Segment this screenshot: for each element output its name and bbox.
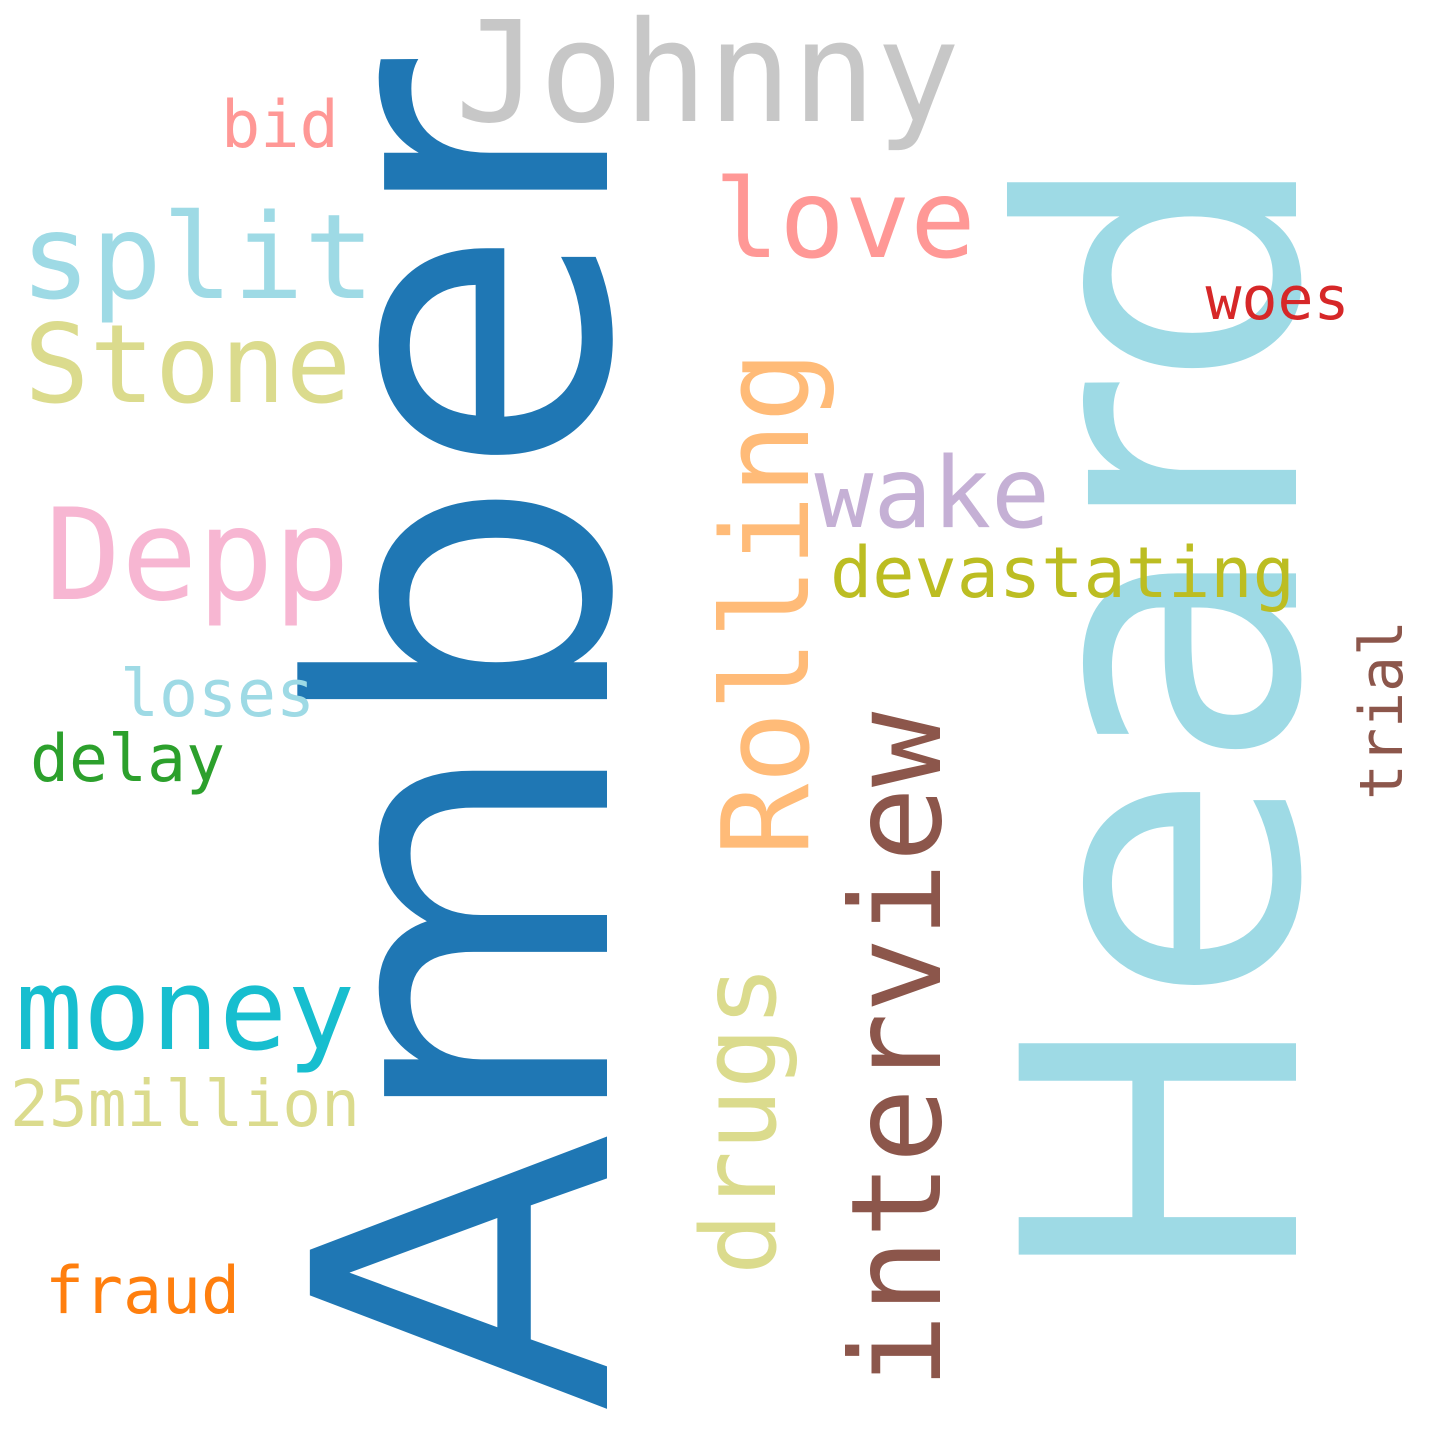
- word-interview: interview: [825, 711, 970, 1389]
- word-love: love: [714, 155, 976, 283]
- word-rolling: Rolling: [697, 349, 837, 856]
- word-25million: 25million: [10, 1066, 360, 1142]
- word-depp: Depp: [45, 480, 350, 629]
- word-money: money: [15, 943, 356, 1076]
- word-johnny: Johnny: [455, 0, 961, 154]
- word-drugs: drugs: [679, 964, 800, 1275]
- word-woes: woes: [1205, 263, 1350, 334]
- word-stone: Stone: [24, 300, 352, 428]
- word-fraud: fraud: [45, 1253, 241, 1329]
- word-devastating: devastating: [830, 531, 1295, 614]
- word-loses: loses: [120, 656, 316, 732]
- word-split: split: [20, 188, 375, 326]
- word-bid: bid: [221, 86, 339, 163]
- word-wake: wake: [814, 437, 1051, 551]
- word-delay: delay: [30, 721, 226, 797]
- word-trial: trial: [1346, 619, 1417, 800]
